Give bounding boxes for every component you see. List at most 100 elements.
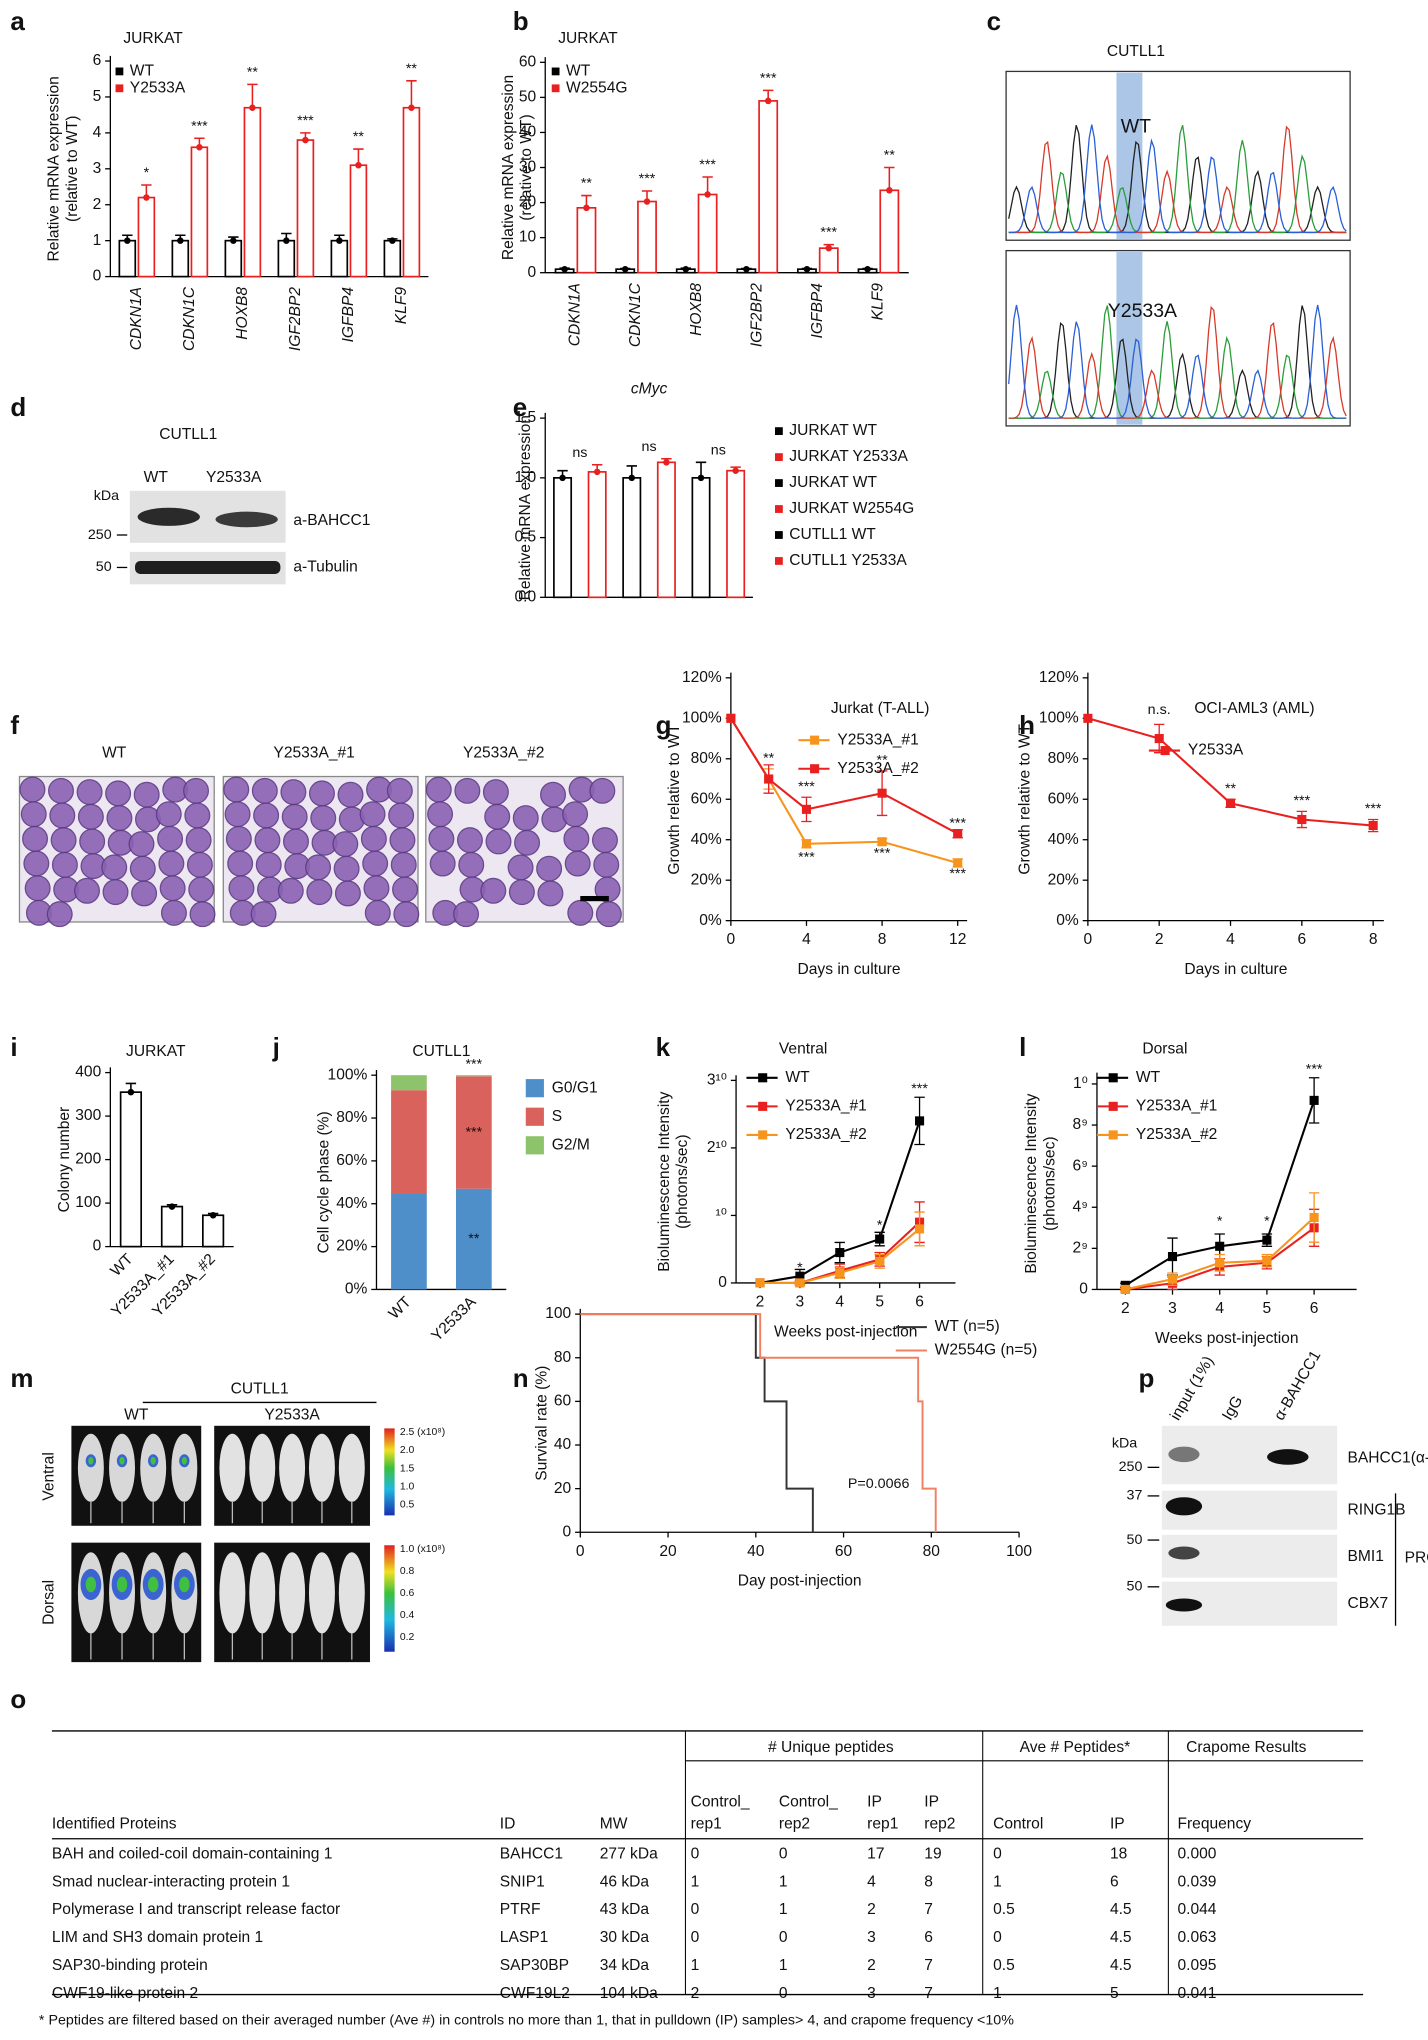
legend-label: JURKAT WT <box>789 474 877 491</box>
label: Y2533A <box>206 469 262 486</box>
cell: 1 <box>779 1901 788 1918</box>
x-tick-label: 8 <box>878 931 887 948</box>
significance: ns <box>711 442 726 458</box>
cell: 5 <box>1110 1985 1119 2002</box>
point <box>230 237 237 244</box>
y-axis-label: Colony number <box>56 1107 73 1213</box>
cell <box>129 855 156 882</box>
marker <box>835 1248 845 1258</box>
legend-swatch <box>775 427 783 436</box>
marker <box>1262 1235 1272 1245</box>
cell: CWF19L2 <box>500 1985 570 2002</box>
y-axis-label: (photons/sec) <box>1041 1136 1058 1230</box>
scale-label: 1.0 <box>400 1482 415 1493</box>
legend-label: WT <box>130 63 155 80</box>
panel-label: m <box>10 1363 33 1393</box>
panel-label: e <box>513 392 527 422</box>
y-tick-label: 300 <box>75 1107 101 1124</box>
x-tick-label: 6 <box>1310 1300 1319 1317</box>
cell <box>189 901 216 928</box>
cell <box>133 781 160 808</box>
legend-swatch <box>775 505 783 513</box>
y-tick-label: 0.0 <box>514 588 536 605</box>
cell <box>562 801 589 828</box>
annotation: *** <box>1294 793 1311 809</box>
x-tick-label: 5 <box>1263 1300 1272 1317</box>
cell <box>386 777 413 804</box>
cell: PTRF <box>500 1901 541 1918</box>
mouse <box>249 1433 276 1502</box>
cell <box>253 802 280 829</box>
x-tick-label: 40 <box>747 1543 765 1560</box>
x-tick-label: CDKN1C <box>627 282 644 347</box>
cell: 7 <box>924 1985 933 2002</box>
y-tick-label: 0% <box>1056 912 1079 929</box>
legend-label: Y2533A_#1 <box>785 1097 866 1114</box>
signal <box>147 1576 159 1593</box>
cell: 0.5 <box>993 1901 1015 1918</box>
cell: 3 <box>867 1985 876 2002</box>
trace <box>1008 124 1347 234</box>
cell: 1 <box>691 1873 700 1890</box>
marker <box>877 788 887 798</box>
significance: *** <box>699 157 716 173</box>
cell <box>155 801 182 828</box>
panel-label: a <box>10 6 25 36</box>
view-label: Dorsal <box>40 1580 57 1625</box>
group-header: Ave # Peptides* <box>1020 1739 1131 1756</box>
legend-swatch <box>525 1107 544 1126</box>
x-tick-label: 6 <box>915 1294 924 1311</box>
chart-title: Dorsal <box>1142 1040 1187 1057</box>
y-axis-label: Growth relative to WT <box>1017 723 1034 874</box>
legend-label: Y2533A_#2 <box>1136 1126 1217 1143</box>
cell <box>185 827 212 854</box>
annotation: *** <box>874 846 891 862</box>
point <box>127 1088 135 1096</box>
marker <box>1083 713 1093 723</box>
cell <box>255 851 282 878</box>
panel-label: d <box>10 392 26 422</box>
cell <box>333 855 360 882</box>
annotation: *** <box>798 779 815 795</box>
cell <box>540 781 567 808</box>
cell <box>128 831 155 858</box>
point <box>249 104 256 111</box>
chart-title: Ventral <box>779 1040 827 1057</box>
marker <box>877 837 887 847</box>
y-tick-label: 2 <box>93 196 102 213</box>
cell <box>79 828 106 855</box>
column-header: MW <box>600 1816 628 1833</box>
y-tick-label: 0.5 <box>514 529 536 546</box>
label: RING1B <box>1348 1501 1406 1518</box>
column-header: IP <box>867 1793 882 1810</box>
y-tick-label: 0 <box>527 264 536 281</box>
bar <box>224 239 243 278</box>
scale-label: 0.5 <box>400 1500 415 1511</box>
label: CUTLL1 <box>159 426 217 443</box>
legend-marker <box>1160 746 1170 756</box>
survival-curve <box>580 1313 937 1533</box>
y-tick-label: 120% <box>682 669 722 686</box>
marker <box>1309 1095 1319 1105</box>
x-axis-label: Weeks post-injection <box>1155 1330 1298 1347</box>
annotation: ** <box>763 751 775 767</box>
bar-segment <box>391 1075 427 1091</box>
significance: * <box>144 165 150 181</box>
point <box>408 104 415 111</box>
bar <box>137 196 156 278</box>
cell: 3 <box>867 1929 876 1946</box>
legend-swatch <box>775 453 783 461</box>
cell <box>393 901 420 928</box>
cell: 6 <box>924 1929 933 1946</box>
legend-marker <box>1108 1073 1118 1083</box>
cell <box>591 827 618 854</box>
band <box>137 507 200 526</box>
cell <box>360 825 387 852</box>
footnote: * Peptides are filtered based on their a… <box>39 2012 1014 2028</box>
y-tick-label: 100% <box>1039 709 1079 726</box>
x-tick-label: 5 <box>875 1294 884 1311</box>
y-tick-label: 3¹⁰ <box>707 1071 727 1088</box>
cell <box>305 854 332 881</box>
cell <box>131 880 158 907</box>
